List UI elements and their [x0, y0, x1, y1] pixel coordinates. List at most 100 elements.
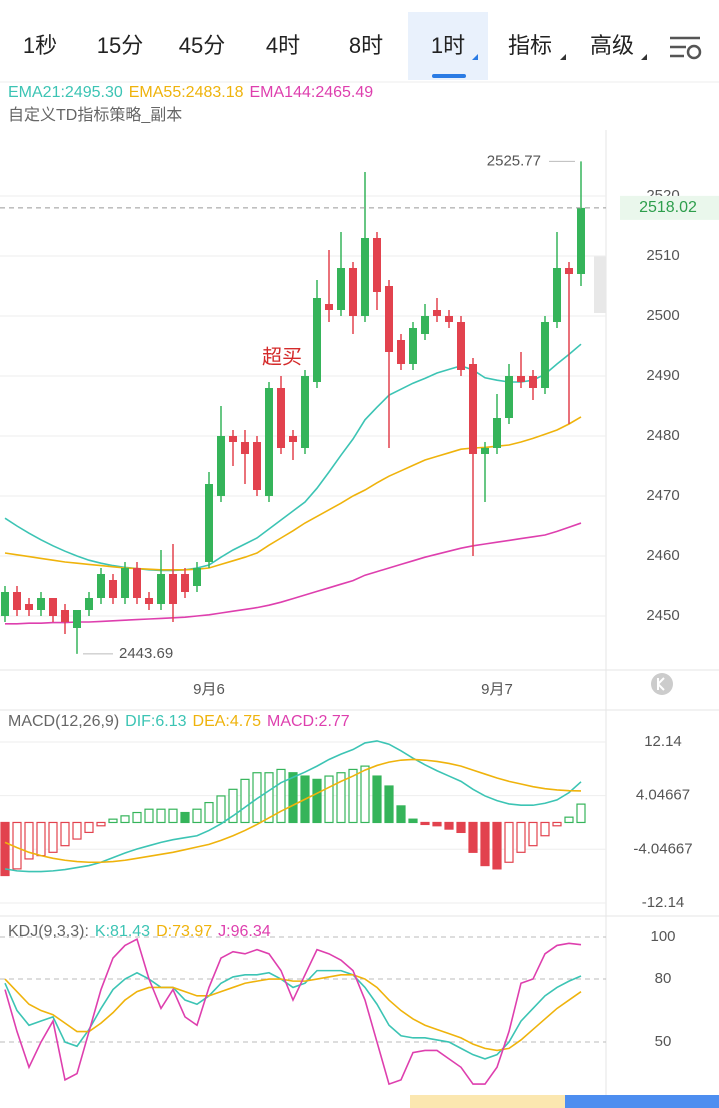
- macd-bar: [504, 821, 514, 863]
- candle-body: [133, 568, 141, 598]
- y-tick-label: 100: [650, 928, 675, 945]
- macd-bar: [576, 803, 586, 824]
- macd-bar: [180, 811, 190, 824]
- active-tab-bg: [408, 12, 488, 80]
- macd-bar: [276, 768, 286, 824]
- candle-body: [61, 610, 69, 622]
- macd-bar: [480, 821, 490, 867]
- tab[interactable]: 1时: [431, 33, 465, 58]
- macd-bar: [468, 821, 478, 853]
- candle-body: [301, 376, 309, 448]
- macd-bar: [420, 821, 430, 826]
- macd-bar: [456, 821, 466, 834]
- candle-body: [121, 568, 129, 598]
- macd-bar: [216, 795, 226, 824]
- macd-bar: [384, 785, 394, 824]
- macd-bar: [84, 821, 94, 834]
- reset-icon[interactable]: [651, 673, 673, 695]
- macd-bar: [264, 772, 274, 824]
- candle-body: [205, 484, 213, 562]
- tab[interactable]: 4时: [266, 33, 300, 58]
- candle-body: [13, 592, 21, 610]
- macd-bar: [372, 775, 382, 824]
- macd-bar: [132, 811, 142, 824]
- macd-bar: [240, 778, 250, 824]
- macd-bar: [408, 818, 418, 824]
- candle-body: [25, 604, 33, 610]
- macd-bar: [48, 821, 58, 853]
- legend-title: KDJ(9,3,3):: [8, 923, 89, 940]
- tab[interactable]: 指标: [508, 33, 552, 58]
- macd-bar: [564, 816, 574, 824]
- y-tick-label: 2470: [646, 487, 679, 504]
- legend: EMA21:2495.30 EMA55:2483.18 EMA144:2465.49: [8, 84, 373, 101]
- dropdown-arrow: [560, 54, 566, 60]
- macd-bar: [396, 805, 406, 824]
- legend-entry: EMA21:2495.30: [8, 84, 123, 101]
- candle-body: [277, 388, 285, 448]
- macd-bar: [120, 815, 130, 824]
- legend-entry: K:81.43: [95, 923, 150, 940]
- macd-bar: [516, 821, 526, 853]
- candle-body: [313, 298, 321, 382]
- candle-body: [577, 207, 585, 274]
- macd-bar: [444, 821, 454, 830]
- candle-body: [1, 592, 9, 616]
- legend-entry: DIF:6.13: [125, 713, 186, 730]
- macd-bar: [324, 775, 334, 824]
- indicator-line: [5, 522, 582, 625]
- candle-body: [445, 316, 453, 322]
- tab[interactable]: 8时: [349, 33, 383, 58]
- macd-bar: [36, 821, 46, 857]
- candle-body: [169, 574, 177, 604]
- macd-bar: [156, 808, 166, 824]
- y-tick-label: 2450: [646, 607, 679, 624]
- candle-body: [469, 364, 477, 454]
- candle-body: [217, 436, 225, 496]
- legend: MACD(12,26,9) DIF:6.13 DEA:4.75 MACD:2.77: [8, 713, 350, 730]
- candle-body: [481, 448, 489, 454]
- y-tick-label: -12.14: [642, 894, 685, 911]
- low-label: 2443.69: [119, 645, 173, 662]
- candle-body: [361, 238, 369, 316]
- price-tag-bg: [620, 195, 719, 220]
- tab[interactable]: 1秒: [23, 33, 57, 58]
- tooltip-edge: [594, 256, 606, 313]
- y-tick-label: 2510: [646, 247, 679, 264]
- candle-body: [229, 436, 237, 442]
- y-tick-label: 4.04667: [636, 787, 690, 804]
- macd-bar: [168, 808, 178, 824]
- candle-body: [325, 304, 333, 310]
- macd-bar: [552, 821, 562, 827]
- bottom-bar: [410, 1095, 565, 1108]
- settings-icon[interactable]: [670, 36, 702, 60]
- candle-body: [49, 598, 57, 616]
- legend-entry: D:73.97: [156, 923, 212, 940]
- macd-bar: [228, 788, 238, 824]
- candle-body: [157, 574, 165, 604]
- macd-bar: [528, 821, 538, 847]
- candle-body: [241, 442, 249, 454]
- price-tag: 2518.02: [639, 199, 697, 216]
- candle-body: [265, 388, 273, 496]
- macd-bar: [108, 818, 118, 824]
- macd-bar: [336, 772, 346, 824]
- candle-body: [349, 268, 357, 316]
- candle-body: [505, 376, 513, 418]
- candle-body: [433, 310, 441, 316]
- candle-body: [565, 268, 573, 274]
- macd-bar: [360, 765, 370, 824]
- tab[interactable]: 45分: [179, 33, 225, 58]
- macd-bar: [192, 808, 202, 824]
- legend-entry: MACD:2.77: [267, 713, 350, 730]
- candle-body: [97, 574, 105, 598]
- high-label: 2525.77: [487, 152, 541, 169]
- tab[interactable]: 15分: [97, 33, 143, 58]
- y-tick-label: 50: [655, 1033, 672, 1050]
- candle-body: [373, 238, 381, 292]
- candle-body: [457, 322, 465, 370]
- y-tick-label: -4.04667: [633, 840, 692, 857]
- legend-entry: EMA55:2483.18: [129, 84, 244, 101]
- tab[interactable]: 高级: [590, 33, 634, 58]
